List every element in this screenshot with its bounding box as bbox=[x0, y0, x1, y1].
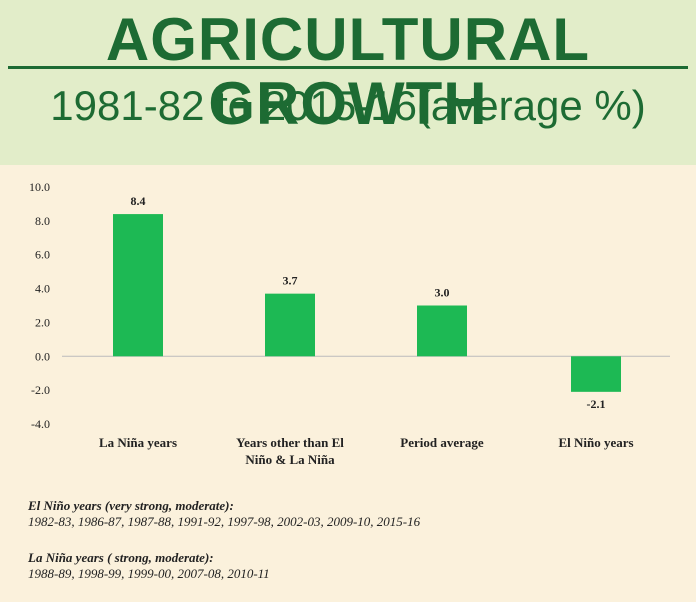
value-label: -2.1 bbox=[587, 397, 606, 411]
title-underline bbox=[8, 66, 688, 69]
category-label: Period average bbox=[400, 435, 484, 450]
el-nino-note-years: 1982-83, 1986-87, 1987-88, 1991-92, 1997… bbox=[28, 514, 421, 529]
notes: El Niño years (very strong, moderate): 1… bbox=[28, 498, 688, 602]
bars bbox=[113, 214, 621, 392]
y-tick-label: 10.0 bbox=[29, 180, 50, 194]
category-label: Years other than El Niño & La Niña bbox=[236, 435, 344, 467]
y-tick-label: 0.0 bbox=[35, 349, 50, 363]
y-tick-label: -4.0 bbox=[31, 417, 50, 431]
la-nina-note-years: 1988-89, 1998-99, 1999-00, 2007-08, 2010… bbox=[28, 566, 270, 581]
y-tick-label: 2.0 bbox=[35, 315, 50, 329]
bar bbox=[265, 293, 315, 357]
value-labels: 8.4 3.7 3.0 -2.1 bbox=[131, 194, 606, 411]
y-tick-label: -2.0 bbox=[31, 383, 50, 397]
category-label: El Niño years bbox=[558, 435, 633, 450]
bar bbox=[113, 214, 163, 357]
la-nina-note-title: La Niña years ( strong, moderate): bbox=[28, 550, 214, 565]
category-labels: La Niña years Years other than El Niño & L… bbox=[99, 435, 634, 467]
value-label: 3.0 bbox=[435, 286, 450, 300]
category-label: La Niña years bbox=[99, 435, 177, 450]
page-title: AGRICULTURAL GROWTH bbox=[105, 6, 591, 137]
y-tick-label: 8.0 bbox=[35, 214, 50, 228]
bar bbox=[571, 356, 621, 392]
y-tick-label: 4.0 bbox=[35, 282, 50, 296]
y-axis-ticks: 10.0 8.0 6.0 4.0 2.0 0.0 -2.0 -4.0 bbox=[29, 180, 50, 431]
value-label: 8.4 bbox=[131, 194, 146, 208]
page-subtitle: 1981-82 to 2015-16(average %) bbox=[50, 82, 646, 129]
y-tick-label: 6.0 bbox=[35, 248, 50, 262]
bar-chart: 10.0 8.0 6.0 4.0 2.0 0.0 -2.0 -4.0 8.4 3.7 3.0 -2.… bbox=[29, 180, 670, 467]
el-nino-note-title: El Niño years (very strong, moderate): bbox=[28, 498, 234, 513]
header-banner bbox=[0, 0, 696, 165]
bar bbox=[417, 305, 467, 357]
value-label: 3.7 bbox=[283, 274, 298, 288]
